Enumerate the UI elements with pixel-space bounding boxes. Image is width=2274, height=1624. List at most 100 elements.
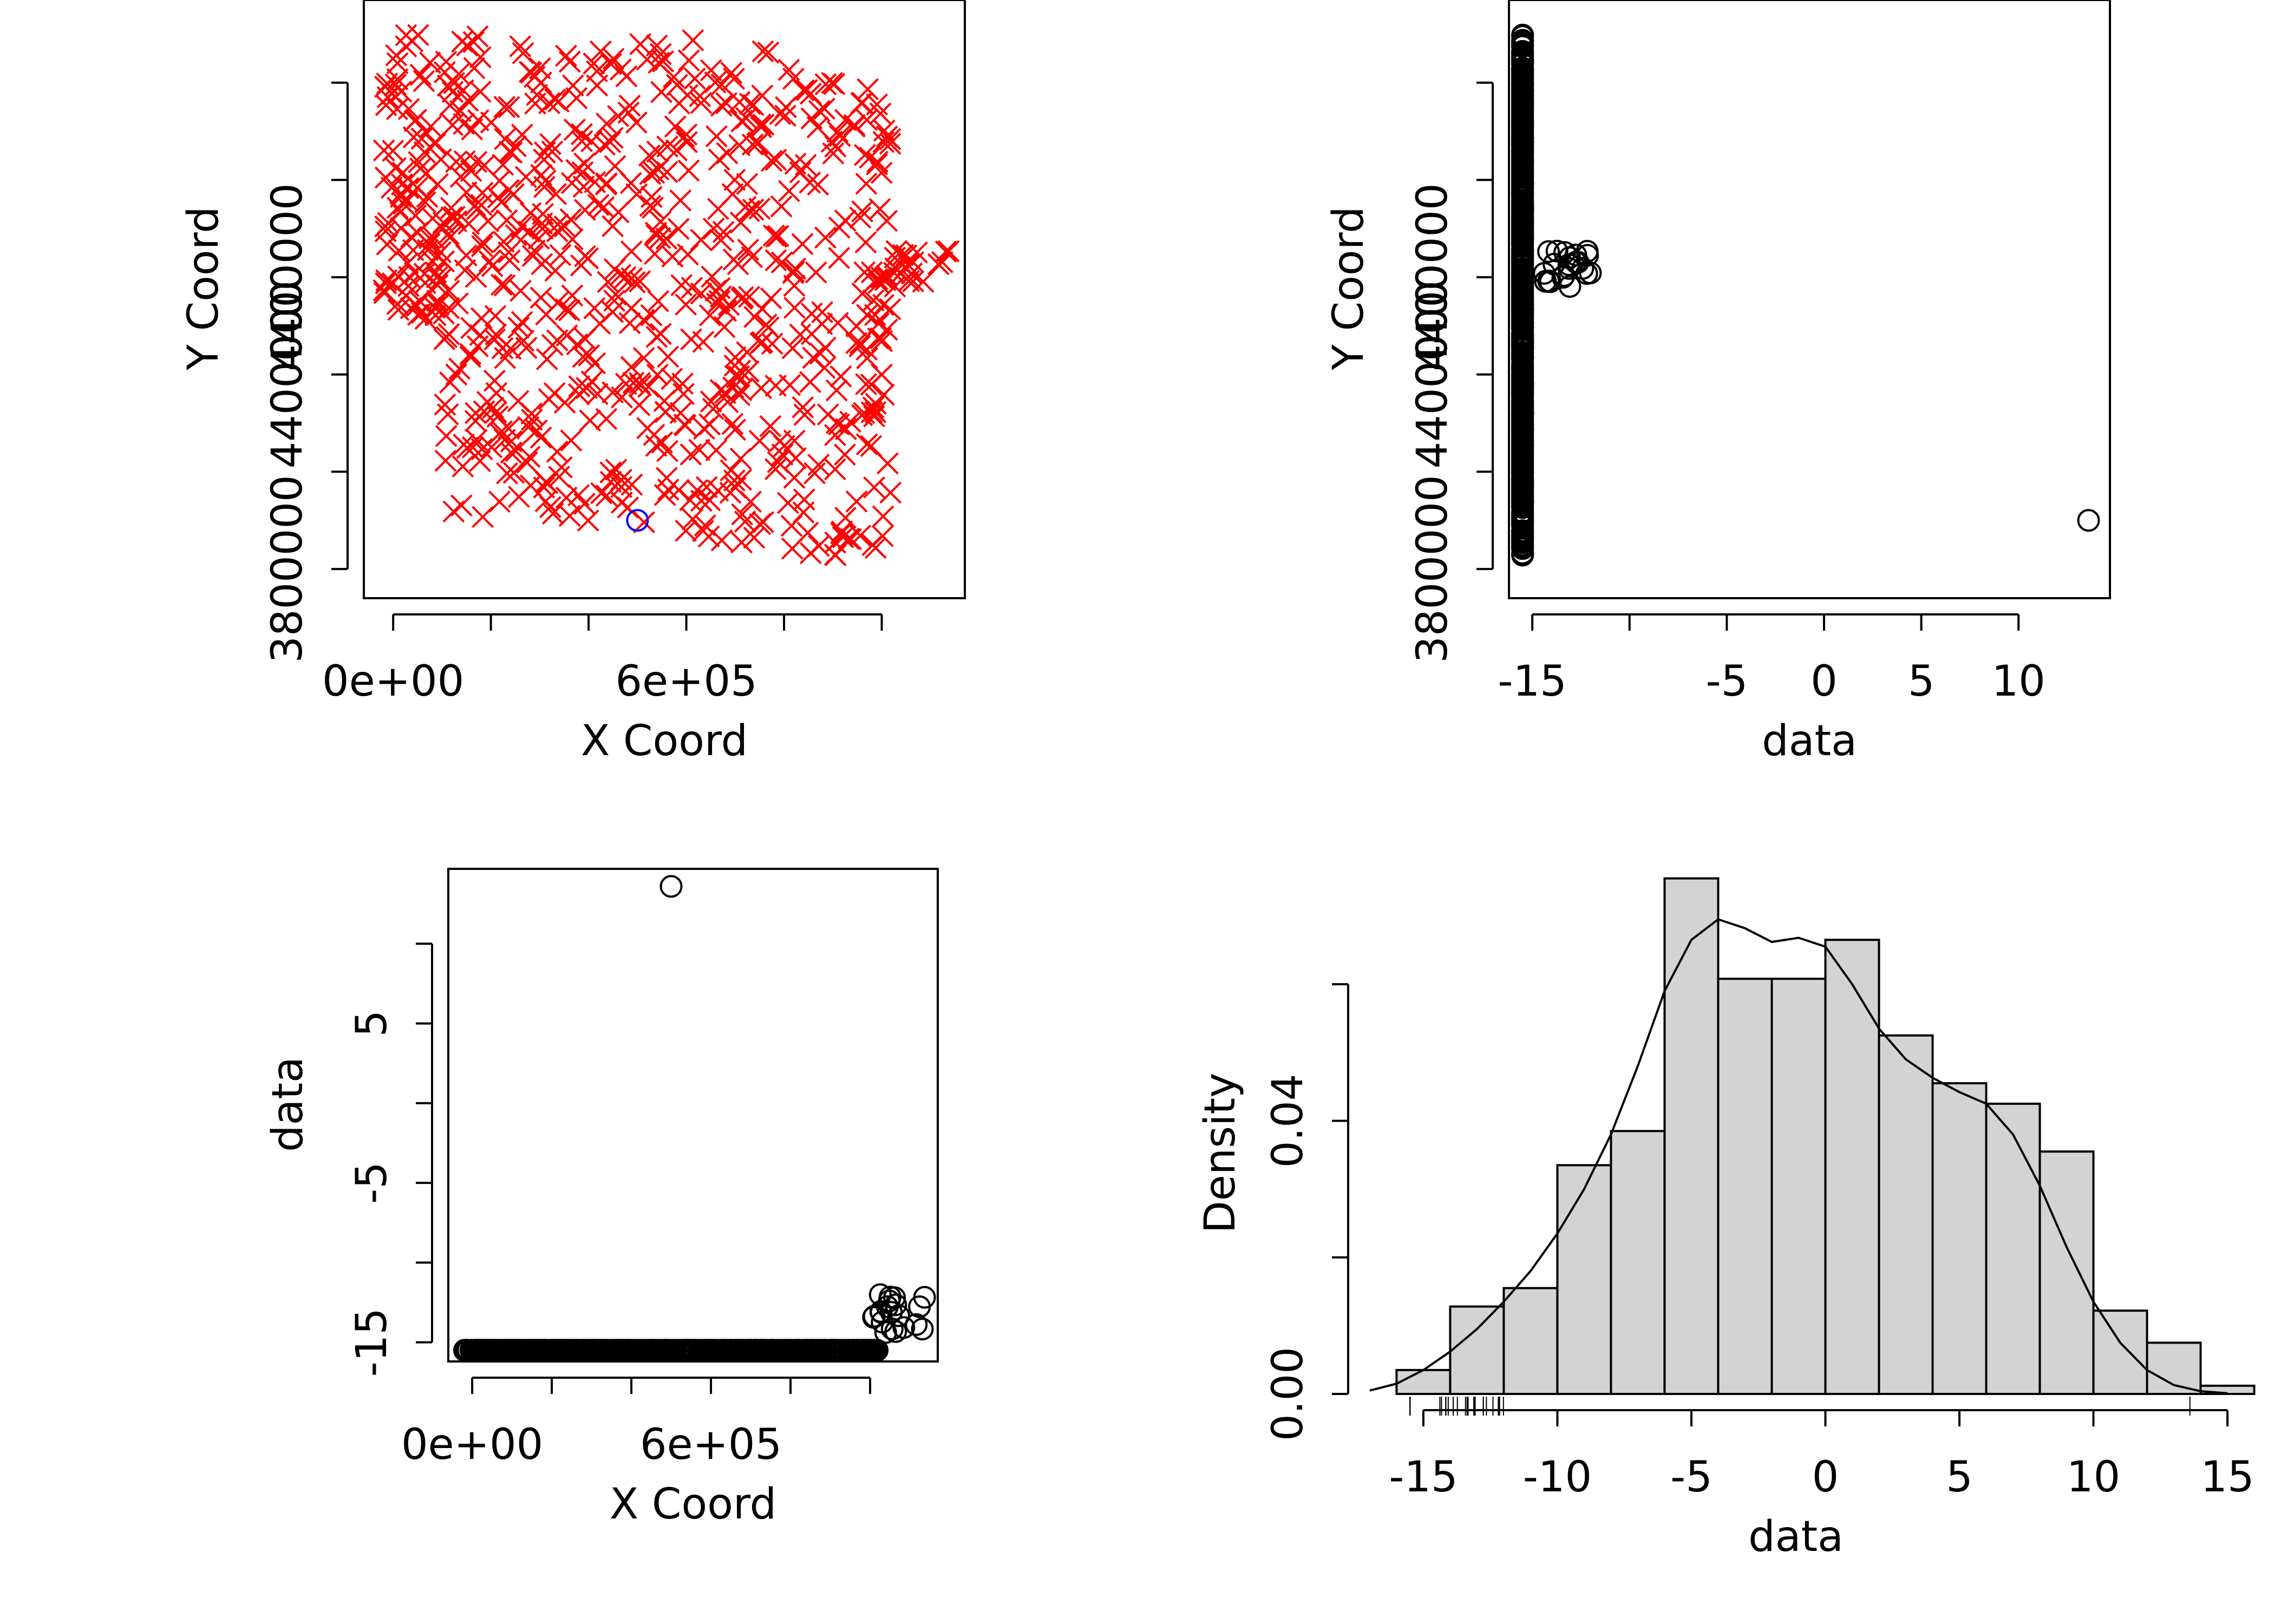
data-point bbox=[390, 80, 413, 103]
data-point bbox=[607, 201, 630, 224]
data-point bbox=[808, 100, 831, 122]
data-point bbox=[447, 292, 469, 315]
x-tick-label: 6e+05 bbox=[615, 657, 757, 706]
data-point bbox=[492, 231, 515, 253]
data-point bbox=[677, 49, 700, 71]
data-point bbox=[455, 1339, 478, 1362]
data-point bbox=[560, 172, 583, 194]
data-point bbox=[913, 1286, 936, 1309]
data-point bbox=[668, 92, 690, 115]
data-point bbox=[1576, 240, 1599, 263]
data-point bbox=[1571, 257, 1595, 280]
data-point bbox=[700, 390, 722, 413]
data-point bbox=[583, 52, 605, 75]
data-point bbox=[681, 277, 703, 299]
histogram-bar bbox=[1824, 939, 1880, 1395]
data-point bbox=[728, 1339, 751, 1362]
x-tick-label: 0 bbox=[1811, 657, 1838, 706]
data-point bbox=[843, 115, 866, 138]
data-point bbox=[418, 227, 441, 250]
data-point bbox=[720, 62, 743, 84]
data-point bbox=[785, 447, 807, 469]
data-point bbox=[542, 502, 564, 525]
x-tick-label: -10 bbox=[1523, 1453, 1592, 1502]
x-axis: 0e+00 6e+05 bbox=[401, 1377, 872, 1469]
data-point bbox=[602, 48, 625, 70]
data-point bbox=[583, 297, 606, 319]
data-point bbox=[451, 30, 474, 53]
data-point bbox=[835, 418, 857, 441]
data-point bbox=[454, 259, 476, 281]
data-point bbox=[705, 125, 728, 148]
data-point bbox=[664, 115, 687, 138]
data-point bbox=[614, 266, 637, 289]
data-point bbox=[469, 80, 492, 103]
data-point bbox=[710, 529, 733, 552]
data-point bbox=[578, 344, 600, 366]
data-point bbox=[456, 437, 479, 459]
data-point bbox=[632, 346, 655, 369]
data-point bbox=[429, 241, 452, 264]
data-point bbox=[1511, 323, 1534, 346]
data-point bbox=[824, 543, 846, 566]
data-point bbox=[599, 131, 622, 153]
data-point bbox=[885, 240, 908, 263]
data-point bbox=[464, 194, 487, 217]
data-point bbox=[777, 58, 800, 81]
data-point bbox=[789, 323, 812, 346]
data-point bbox=[439, 226, 461, 249]
data-point bbox=[498, 96, 520, 119]
data-point bbox=[855, 338, 878, 361]
data-point bbox=[683, 67, 706, 90]
data-point bbox=[705, 439, 728, 462]
data-point bbox=[689, 84, 711, 107]
data-point bbox=[813, 97, 835, 120]
data-point bbox=[764, 148, 787, 171]
data-point bbox=[682, 1339, 705, 1362]
data-point bbox=[574, 199, 596, 221]
data-point bbox=[715, 299, 737, 322]
data-point bbox=[527, 227, 550, 250]
data-point bbox=[1511, 459, 1534, 482]
data-point bbox=[534, 169, 557, 192]
data-point bbox=[722, 248, 745, 271]
data-point bbox=[483, 328, 506, 351]
data-point bbox=[472, 506, 494, 528]
data-point bbox=[792, 396, 814, 418]
data-point bbox=[828, 1339, 852, 1362]
data-point bbox=[784, 257, 807, 280]
data-point bbox=[854, 231, 877, 254]
y-tick-label: 4400000 bbox=[263, 280, 312, 468]
data-point bbox=[641, 1339, 664, 1362]
panel-histogram: -15 -10 -5 0 5 10 15 0.00 0.04 data Density bbox=[1196, 877, 2256, 1561]
data-point bbox=[579, 409, 602, 432]
data-point bbox=[618, 312, 641, 335]
data-point bbox=[911, 1318, 934, 1341]
data-point bbox=[690, 228, 713, 251]
data-point bbox=[757, 316, 780, 339]
data-point bbox=[374, 215, 397, 238]
data-point bbox=[544, 1339, 567, 1362]
x-tick-label: 5 bbox=[1946, 1453, 1973, 1502]
data-point bbox=[629, 33, 652, 56]
data-point bbox=[782, 260, 805, 283]
data-point bbox=[571, 130, 593, 153]
data-point bbox=[750, 116, 773, 139]
data-point bbox=[625, 112, 648, 134]
data-point bbox=[452, 455, 474, 478]
points bbox=[453, 875, 936, 1362]
data-point bbox=[563, 119, 586, 141]
data-point bbox=[1511, 189, 1534, 212]
data-point bbox=[862, 1339, 886, 1362]
histogram-bar bbox=[2146, 1341, 2202, 1396]
data-point bbox=[731, 503, 754, 526]
data-point bbox=[1511, 132, 1534, 155]
data-point bbox=[597, 271, 619, 293]
data-point bbox=[724, 346, 747, 369]
data-point bbox=[580, 370, 603, 393]
y-axis: 0.00 0.04 bbox=[1264, 983, 1349, 1441]
data-point bbox=[487, 186, 509, 209]
x-tick-label: 10 bbox=[1992, 657, 2046, 706]
